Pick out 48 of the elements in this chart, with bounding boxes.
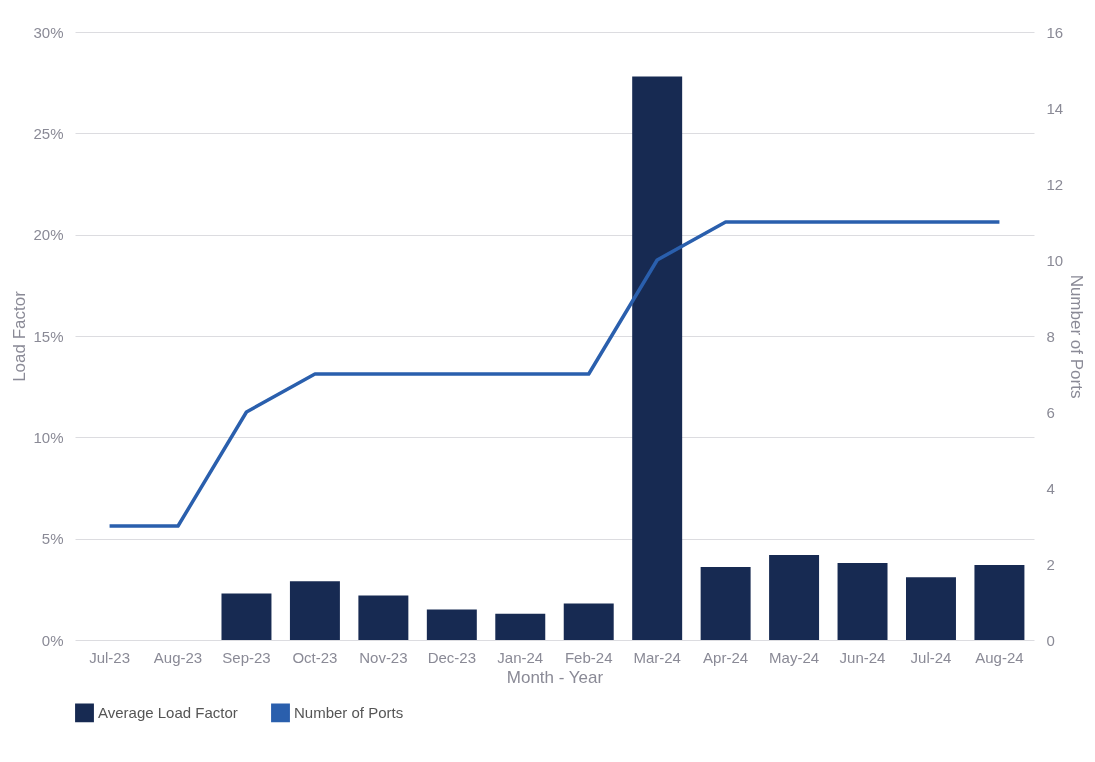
bar bbox=[289, 581, 340, 640]
y2-tick-label: 10 bbox=[1046, 251, 1064, 269]
y-tick-label: 15% bbox=[33, 327, 64, 345]
y-tick-label: 20% bbox=[33, 226, 64, 244]
bar bbox=[974, 565, 1025, 640]
x-tick-label: Dec-23 bbox=[427, 648, 476, 666]
bar bbox=[221, 593, 272, 640]
bar bbox=[563, 603, 614, 640]
y2-tick-label: 8 bbox=[1046, 327, 1055, 345]
y2-tick-label: 16 bbox=[1046, 23, 1064, 41]
x-tick-label: Oct-23 bbox=[292, 648, 338, 666]
y2-tick-label: 0 bbox=[1046, 631, 1055, 649]
legend-label: Number of Ports bbox=[294, 703, 404, 721]
x-tick-label: Jan-24 bbox=[497, 648, 544, 666]
bar bbox=[358, 595, 409, 640]
x-tick-label: Nov-23 bbox=[359, 648, 408, 666]
y2-tick-label: 12 bbox=[1046, 175, 1064, 193]
bar bbox=[700, 567, 751, 640]
legend-label: Average Load Factor bbox=[98, 703, 238, 721]
x-tick-label: May-24 bbox=[769, 648, 820, 666]
y2-tick-label: 2 bbox=[1046, 555, 1055, 573]
x-tick-label: Sep-23 bbox=[222, 648, 271, 666]
y-tick-label: 0% bbox=[41, 631, 64, 649]
y-tick-label: 25% bbox=[33, 124, 64, 142]
y-tick-label: 5% bbox=[41, 530, 64, 548]
bar bbox=[632, 76, 683, 640]
x-tick-label: Aug-24 bbox=[975, 648, 1024, 666]
line-series bbox=[107, 220, 1002, 528]
bar bbox=[495, 613, 546, 640]
x-tick-label: Apr-24 bbox=[703, 648, 749, 666]
y2-tick-label: 6 bbox=[1046, 403, 1055, 421]
bar bbox=[906, 577, 956, 640]
y-tick-label: 30% bbox=[33, 23, 64, 41]
y2-tick-label: 4 bbox=[1046, 479, 1055, 497]
bar bbox=[769, 554, 820, 640]
x-axis-title: Month - Year bbox=[506, 667, 604, 687]
x-tick-label: Jul-24 bbox=[910, 648, 952, 666]
x-tick-label: Jun-24 bbox=[839, 648, 886, 666]
x-tick-label: Jul-23 bbox=[89, 648, 130, 666]
y-axis-title: Load Factor bbox=[10, 290, 30, 382]
y2-tick-label: 14 bbox=[1046, 99, 1064, 117]
bar bbox=[837, 562, 888, 640]
x-tick-label: Aug-23 bbox=[153, 648, 203, 666]
y-tick-label: 10% bbox=[33, 428, 64, 446]
bar bbox=[426, 609, 477, 640]
y2-axis-title: Number of Ports bbox=[1067, 274, 1087, 399]
x-tick-label: Feb-24 bbox=[564, 648, 613, 666]
x-tick-label: Mar-24 bbox=[633, 648, 681, 666]
